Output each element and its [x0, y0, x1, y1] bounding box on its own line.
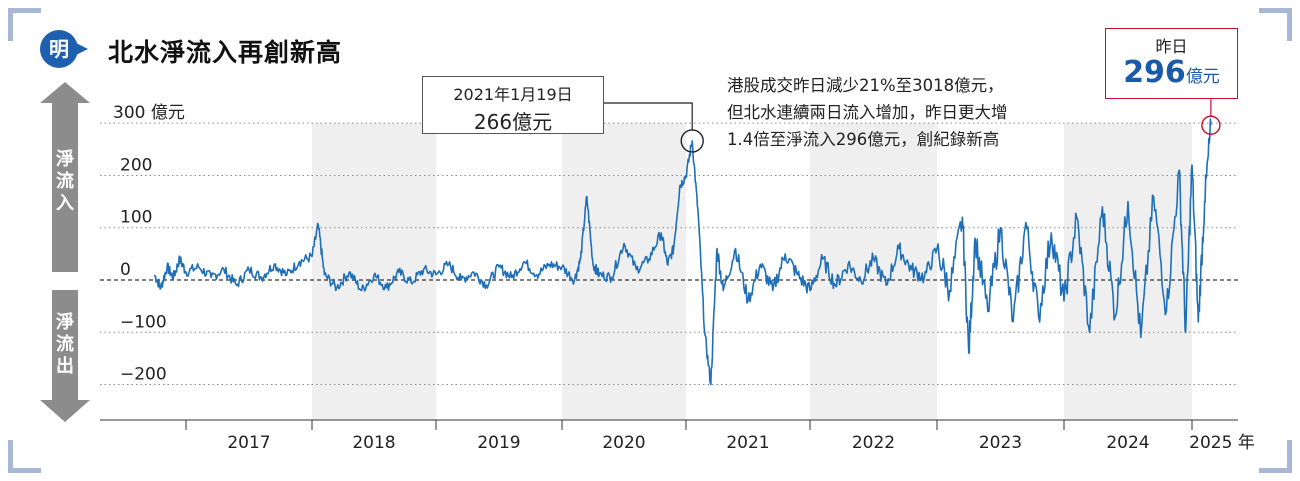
- y-tick-label: −200: [120, 365, 167, 385]
- callout-latest-unit: 億元: [1185, 67, 1220, 87]
- callout-2021-value: 266億元: [473, 110, 553, 134]
- year-band-2018: [312, 123, 436, 420]
- series-line: [153, 118, 1212, 386]
- y-tick-label: 100: [120, 208, 152, 228]
- callout-latest-value: 296: [1123, 55, 1186, 90]
- newspaper-logo: 明: [40, 30, 88, 68]
- y-tick-label: 0: [120, 260, 131, 280]
- callout-2021-peak: 2021年1月19日 266億元: [422, 76, 604, 134]
- outflow-label: 出: [56, 355, 74, 377]
- note-line-2: 但北水連續兩日流入增加，昨日更大增: [727, 103, 1008, 122]
- frame-corner-top-right: [1259, 8, 1292, 41]
- chart-title: 北水淨流入再創新高: [108, 38, 343, 67]
- x-tick-label: 2019: [477, 433, 520, 453]
- inflow-arrow: [40, 82, 90, 272]
- note-line-1: 港股成交昨日減少21%至3018億元，: [727, 76, 1004, 95]
- frame-corner-bottom-left: [8, 440, 41, 473]
- inflow-label: 入: [56, 193, 74, 214]
- callout-latest-label: 昨日: [1155, 37, 1188, 56]
- x-tick-label: 2021: [726, 433, 769, 453]
- x-tick-label: 2020: [602, 433, 645, 453]
- year-band-2020: [562, 123, 686, 420]
- callout-latest-value-row: 296億元: [1106, 55, 1237, 90]
- x-tick-label: 2025 年: [1189, 433, 1255, 453]
- x-tick-label: 2017: [227, 433, 270, 453]
- leader-line-2021: [604, 102, 693, 130]
- callout-latest: 昨日 296億元: [1105, 28, 1238, 99]
- callout-2021-date: 2021年1月19日: [453, 85, 573, 104]
- inflow-label: 淨: [56, 149, 74, 170]
- frame-corner-bottom-right: [1259, 440, 1292, 473]
- frame-corner-top-left: [8, 8, 41, 41]
- y-tick-label: 300 億元: [113, 103, 185, 123]
- outflow-label: 流: [56, 333, 74, 355]
- outflow-arrow: [40, 290, 90, 422]
- y-tick-label: −100: [120, 312, 167, 332]
- annotation-note: 港股成交昨日減少21%至3018億元， 但北水連續兩日流入增加，昨日更大增 1.…: [727, 72, 1087, 153]
- y-tick-label: 200: [120, 155, 152, 175]
- year-band-2022: [810, 123, 937, 420]
- x-tick-label: 2018: [352, 433, 395, 453]
- x-tick-label: 2022: [852, 433, 895, 453]
- outflow-label: 淨: [56, 312, 74, 333]
- note-line-3: 1.4倍至淨流入296億元，創紀錄新高: [727, 130, 1000, 149]
- x-tick-label: 2023: [979, 433, 1022, 453]
- inflow-label: 流: [56, 170, 74, 192]
- x-tick-label: 2024: [1106, 433, 1149, 453]
